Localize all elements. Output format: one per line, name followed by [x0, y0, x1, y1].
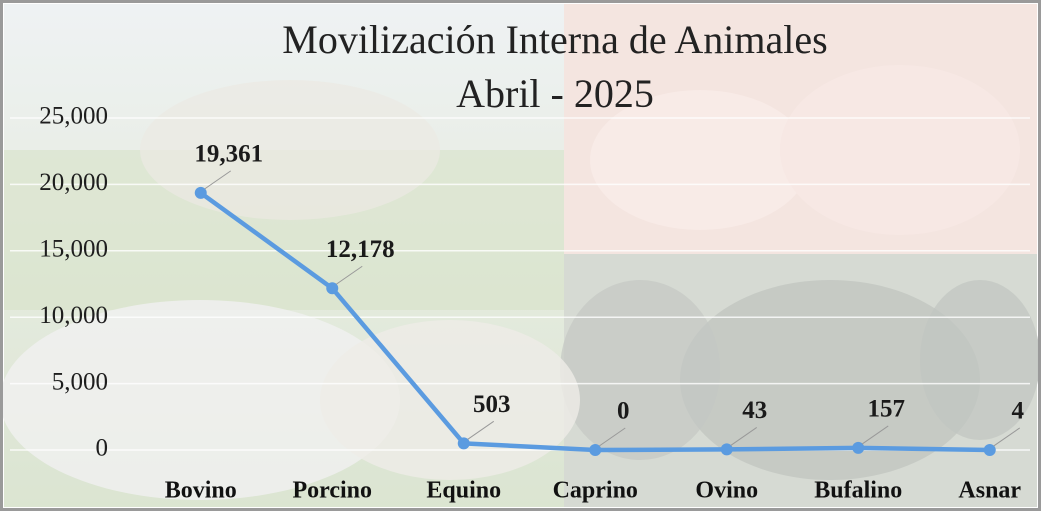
data-label: 43 [742, 397, 767, 424]
x-tick-label: Bovino [165, 478, 237, 504]
y-tick-label: 10,000 [39, 302, 108, 329]
y-tick-label: 5,000 [52, 368, 108, 395]
chart-title: Movilización Interna de Animales [282, 17, 827, 62]
x-tick-label: Asnar [958, 478, 1021, 504]
y-tick-label: 25,000 [39, 103, 108, 130]
chart: Movilización Interna de Animales Abril -… [0, 0, 1041, 511]
data-label: 0 [617, 398, 630, 425]
data-label: 4 [1012, 398, 1025, 425]
x-tick-label: Bufalino [814, 478, 902, 504]
y-tick-label: 20,000 [39, 169, 108, 196]
x-tick-label: Porcino [292, 478, 372, 504]
data-label: 12,178 [326, 236, 395, 263]
data-label: 503 [473, 391, 511, 418]
data-label: 19,361 [194, 141, 263, 168]
chart-subtitle: Abril - 2025 [456, 71, 654, 116]
data-label: 157 [868, 396, 906, 423]
x-tick-label: Caprino [553, 478, 638, 504]
y-tick-label: 0 [96, 435, 109, 462]
x-tick-label: Equino [426, 478, 501, 504]
x-tick-label: Ovino [695, 478, 758, 504]
y-tick-label: 15,000 [39, 236, 108, 263]
